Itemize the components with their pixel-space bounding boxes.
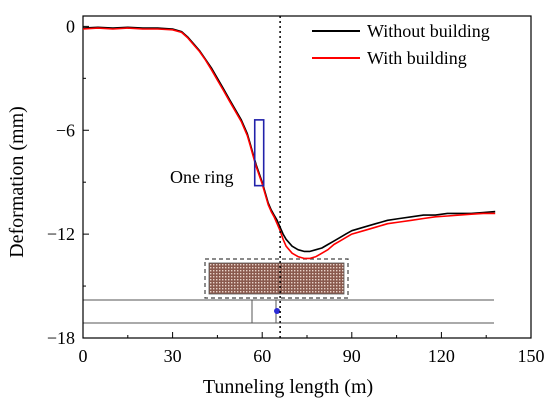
x-tick-label: 120 bbox=[428, 346, 455, 366]
annotation-one-ring: One ring bbox=[170, 167, 233, 187]
y-tick-label: 0 bbox=[66, 16, 75, 36]
y-axis-title: Deformation (mm) bbox=[6, 106, 28, 258]
x-tick-label: 90 bbox=[343, 346, 361, 366]
x-tick-label: 150 bbox=[518, 346, 545, 366]
tunnel-shield bbox=[251, 299, 277, 324]
legend: Without building With building bbox=[312, 21, 490, 68]
y-tick-label: −12 bbox=[47, 224, 75, 244]
x-tick-label: 0 bbox=[79, 346, 88, 366]
monitoring-point bbox=[274, 308, 280, 314]
series-line-with-building bbox=[82, 27, 496, 260]
y-tick-label: −18 bbox=[47, 328, 75, 348]
legend-label-with-building: With building bbox=[367, 48, 467, 68]
building-body bbox=[208, 262, 345, 295]
one-ring-box bbox=[253, 119, 265, 187]
x-tick-label: 60 bbox=[253, 346, 271, 366]
legend-label-without-building: Without building bbox=[367, 21, 490, 41]
y-tick-label: −6 bbox=[56, 120, 75, 140]
x-tick-label: 30 bbox=[164, 346, 182, 366]
building-outline bbox=[204, 258, 349, 299]
x-axis-title: Tunneling length (m) bbox=[203, 376, 373, 398]
tunnel-schematic bbox=[83, 299, 494, 324]
building-schematic bbox=[204, 258, 349, 299]
